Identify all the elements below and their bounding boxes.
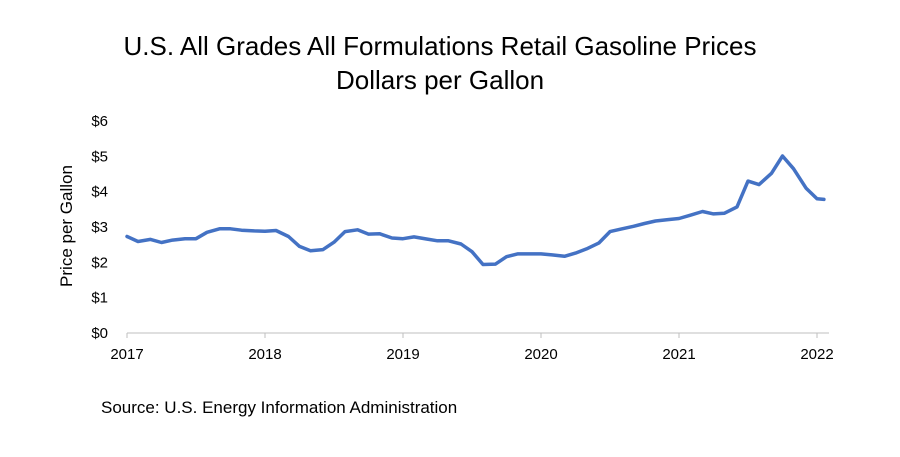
- x-tick-label: 2018: [248, 346, 281, 363]
- x-tick-label: 2019: [386, 346, 419, 363]
- x-axis: 2017 2018 2019 2020 2021 2022: [110, 332, 834, 363]
- y-tick-label: $4: [91, 184, 108, 201]
- y-tick-label: $2: [91, 254, 108, 271]
- chart-title: U.S. All Grades All Formulations Retail …: [123, 31, 757, 61]
- x-tick-label: 2021: [662, 346, 695, 363]
- x-tick-label: 2020: [524, 346, 557, 363]
- price-series-line: [125, 154, 826, 267]
- y-axis-title: Price per Gallon: [57, 165, 76, 287]
- x-tick-label: 2017: [110, 346, 143, 363]
- y-tick-label: $0: [91, 325, 108, 342]
- series-group: [125, 154, 826, 267]
- source-note: Source: U.S. Energy Information Administ…: [101, 398, 458, 417]
- y-tick-label: $3: [91, 219, 108, 236]
- y-tick-label: $1: [91, 290, 108, 307]
- y-tick-label: $5: [91, 148, 108, 165]
- y-tick-label: $6: [91, 113, 108, 130]
- y-axis: $0 $1 $2 $3 $4 $5 $6: [91, 113, 108, 342]
- chart-subtitle: Dollars per Gallon: [335, 65, 545, 95]
- x-tick-label: 2022: [800, 346, 833, 363]
